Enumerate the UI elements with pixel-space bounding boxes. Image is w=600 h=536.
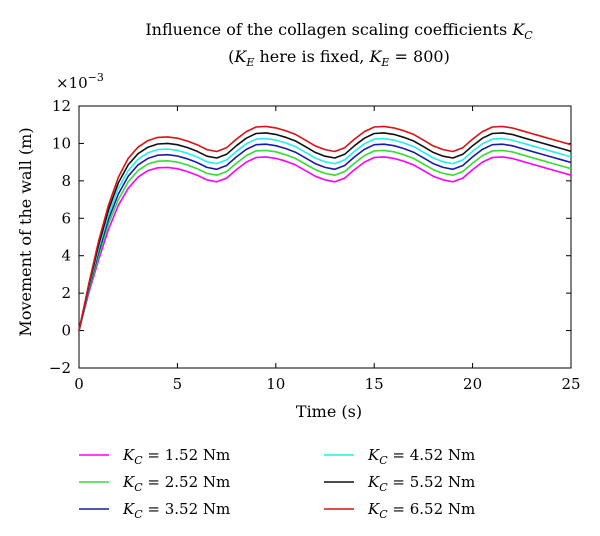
x-tick-label: 5 xyxy=(173,375,183,393)
legend-label-3: KC = 3.52 Nm xyxy=(122,500,230,521)
series-line-6 xyxy=(78,125,572,331)
chart-title-subscript: C xyxy=(524,29,533,42)
chart-title-text: Influence of the collagen scaling coeffi… xyxy=(145,20,512,39)
series-layer xyxy=(78,125,572,331)
chart-subtitle-value: = 800) xyxy=(389,47,449,66)
legend-label-2: KC = 2.52 Nm xyxy=(122,473,230,494)
series-line-1 xyxy=(78,156,572,331)
y-tick-label: 10 xyxy=(52,134,71,152)
x-tick-label: 15 xyxy=(365,375,384,393)
chart-subtitle-subscript-2: E xyxy=(380,56,389,69)
y-tick-label: −2 xyxy=(49,359,71,377)
series-line-4 xyxy=(78,137,572,331)
legend-label-1: KC = 1.52 Nm xyxy=(122,446,230,467)
y-exponent-base: ×10 xyxy=(56,74,88,92)
chart-title: Influence of the collagen scaling coeffi… xyxy=(145,20,533,42)
series-line-5 xyxy=(78,132,572,331)
chart-subtitle-subscript-1: E xyxy=(245,56,254,69)
x-axis: 0 5 10 15 20 25 xyxy=(74,106,581,393)
chart-title-symbol: K xyxy=(511,20,525,39)
chart-subtitle-open: ( xyxy=(228,47,234,66)
series-line-3 xyxy=(78,143,572,331)
legend-label-4: KC = 4.52 Nm xyxy=(367,446,475,467)
legend-label-5: KC = 5.52 Nm xyxy=(367,473,475,494)
plot-area xyxy=(78,105,572,369)
x-axis-label: Time (s) xyxy=(296,402,362,421)
y-exponent-power: −3 xyxy=(88,71,104,84)
y-axis: −2 0 2 4 6 8 10 12 xyxy=(49,97,571,377)
y-exponent-label: ×10−3 xyxy=(56,71,104,92)
y-tick-label: 2 xyxy=(61,284,71,302)
legend: KC = 1.52 Nm KC = 2.52 Nm KC = 3.52 Nm KC =… xyxy=(79,446,475,521)
x-tick-label: 10 xyxy=(266,375,285,393)
chart-subtitle: (KE here is fixed, KE = 800) xyxy=(228,47,450,69)
chart-subtitle-symbol-2: K xyxy=(368,47,382,66)
y-tick-label: 0 xyxy=(61,322,71,340)
chart-subtitle-mid: here is fixed, xyxy=(254,47,369,66)
x-tick-label: 25 xyxy=(561,375,580,393)
y-tick-label: 12 xyxy=(52,97,71,115)
y-tick-label: 6 xyxy=(61,209,71,227)
x-tick-label: 20 xyxy=(463,375,482,393)
series-line-2 xyxy=(78,149,572,331)
y-tick-label: 8 xyxy=(61,172,71,190)
y-tick-label: 4 xyxy=(61,247,71,265)
y-axis-label: Movement of the wall (m) xyxy=(16,127,35,336)
legend-label-6: KC = 6.52 Nm xyxy=(367,500,475,521)
chart-subtitle-symbol-1: K xyxy=(233,47,247,66)
x-tick-label: 0 xyxy=(74,375,84,393)
